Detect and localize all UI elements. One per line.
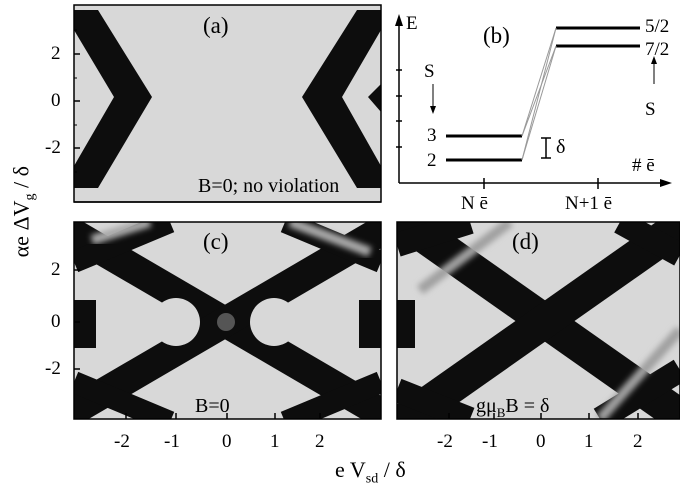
panel-d-tag: (d)	[512, 229, 539, 254]
panel-c-ytick-2: 2	[51, 259, 61, 280]
panel-d-xtick-neg1: -1	[482, 431, 498, 452]
panel-d-note-tail: B = δ	[505, 395, 550, 417]
x-axis-title: e Vsd / δ	[335, 459, 406, 486]
x-axis-title-main: e V	[335, 457, 366, 482]
panel-c-note: B=0	[195, 395, 230, 417]
panel-b-tag: (b)	[483, 23, 510, 48]
panel-d-xtick-0: 0	[536, 431, 546, 452]
panel-a-note: B=0; no violation	[198, 175, 340, 197]
x-mark-N-plus-1: N+1 ē	[565, 193, 613, 214]
x-axis-title-sub: sd	[365, 471, 379, 487]
panel-c-xtick-2: 2	[315, 431, 325, 452]
panel-a-ytick-0: 0	[51, 90, 61, 111]
panel-c-xtick-neg1: -1	[164, 431, 180, 452]
level-label-3: 3	[427, 125, 437, 146]
panel-a-ytick-neg2: -2	[45, 137, 61, 158]
level-label-2: 2	[427, 150, 437, 171]
panel-a-tag: (a)	[203, 13, 229, 38]
panel-c-plot	[73, 221, 382, 420]
gap-label: δ	[556, 136, 566, 158]
spin-label-right: S	[645, 99, 656, 120]
panel-c-ytick-0: 0	[51, 311, 61, 332]
panel-c-xtick-neg2: -2	[114, 431, 130, 452]
x-axis-title-tail: / δ	[378, 457, 406, 482]
energy-label: E	[406, 13, 418, 34]
panel-a-right-band	[302, 10, 381, 188]
level-label-7-2: 7/2	[645, 39, 670, 60]
electron-axis-label: # ē	[632, 155, 655, 176]
y-axis-title-tail: / δ	[8, 166, 34, 194]
panel-b-diagram	[395, 14, 672, 189]
energy-axis-arrowhead	[395, 14, 403, 26]
panel-d-plot	[396, 221, 680, 420]
panel-d-note-sub: B	[496, 405, 506, 420]
electron-axis-arrowhead	[660, 179, 672, 187]
y-axis-title: αe ΔVg / δ	[8, 112, 38, 312]
panel-a-left-band	[74, 10, 152, 188]
panel-d-xtick-2: 2	[633, 431, 643, 452]
panel-d-note: gμBB = δ	[476, 396, 549, 419]
panel-c-ytick-neg2: -2	[45, 358, 61, 379]
panel-c-tag: (c)	[203, 229, 229, 254]
panel-a-ytick-2: 2	[51, 43, 61, 64]
level-label-5-2: 5/2	[645, 16, 670, 37]
x-mark-N: N ē	[461, 193, 488, 214]
panel-d-xtick-1: 1	[584, 431, 594, 452]
y-axis-title-main: αe ΔV	[8, 200, 34, 258]
panel-a-plot	[73, 4, 382, 203]
panel-c-xtick-0: 0	[222, 431, 232, 452]
panel-d-xtick-neg2: -2	[437, 431, 453, 452]
panel-c-xtick-1: 1	[270, 431, 280, 452]
spin-label-left: S	[424, 61, 435, 82]
panel-d-note-main: gμ	[476, 395, 497, 417]
y-axis-title-sub: g	[22, 193, 38, 201]
